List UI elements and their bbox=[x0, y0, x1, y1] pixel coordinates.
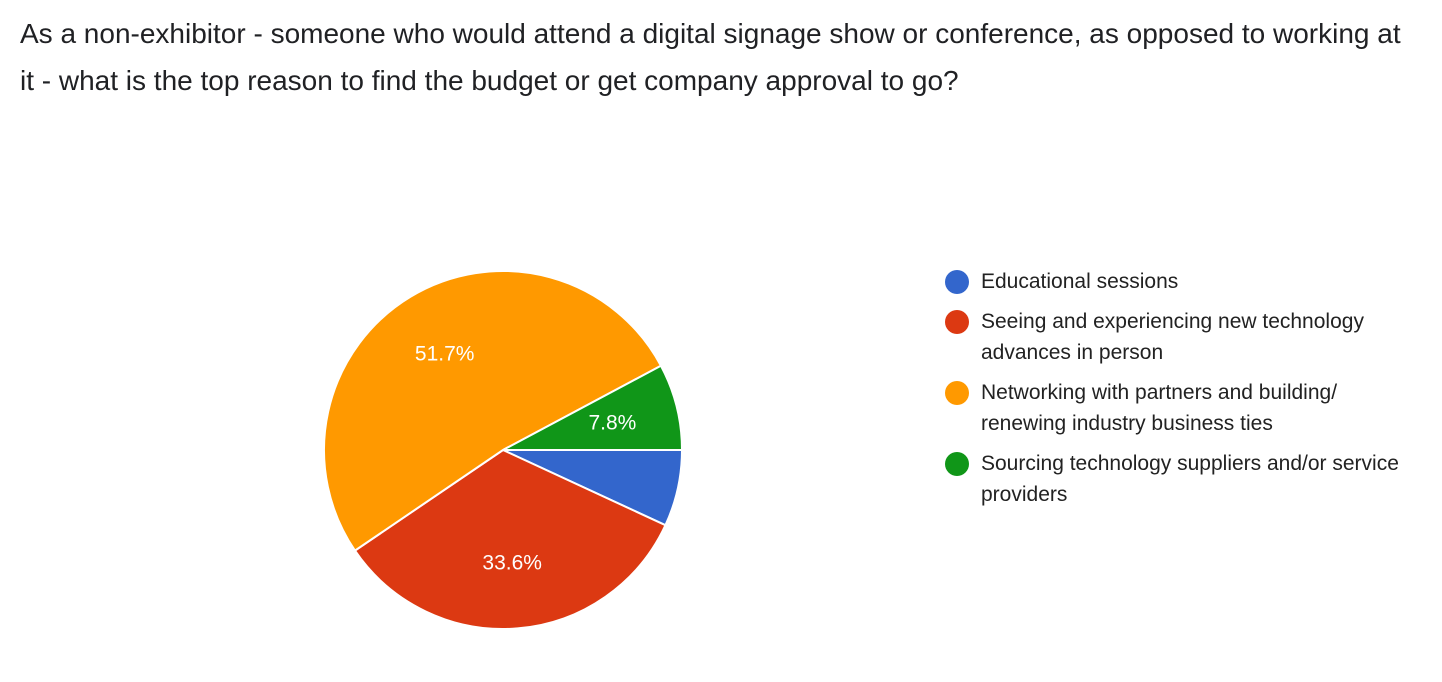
legend-color-dot-icon bbox=[945, 310, 969, 334]
legend-color-dot-icon bbox=[945, 270, 969, 294]
chart-legend: Educational sessions Seeing and experienc… bbox=[945, 266, 1425, 519]
legend-item: Sourcing technology suppliers and/or ser… bbox=[945, 448, 1425, 510]
pie-slice bbox=[353, 448, 667, 630]
slice-data-label: 51.7% bbox=[415, 342, 475, 365]
legend-item: Seeing and experiencing new technology a… bbox=[945, 306, 1425, 368]
legend-color-dot-icon bbox=[945, 452, 969, 476]
legend-label: Educational sessions bbox=[981, 270, 1179, 293]
pie-slice bbox=[323, 270, 663, 553]
question-title: As a non-exhibitor - someone who would a… bbox=[20, 18, 1401, 96]
legend-color-dot-icon bbox=[945, 381, 969, 405]
legend-item: Educational sessions bbox=[945, 266, 1425, 297]
pie-slice bbox=[502, 364, 684, 451]
legend-label: Seeing and experiencing new technology a… bbox=[981, 310, 1364, 364]
slice-data-label: 33.6% bbox=[482, 551, 542, 574]
slice-data-label: 7.8% bbox=[588, 412, 636, 435]
legend-label: Networking with partners and building/ r… bbox=[981, 381, 1338, 435]
legend-label: Sourcing technology suppliers and/or ser… bbox=[981, 452, 1399, 506]
legend-item: Networking with partners and building/ r… bbox=[945, 377, 1425, 439]
